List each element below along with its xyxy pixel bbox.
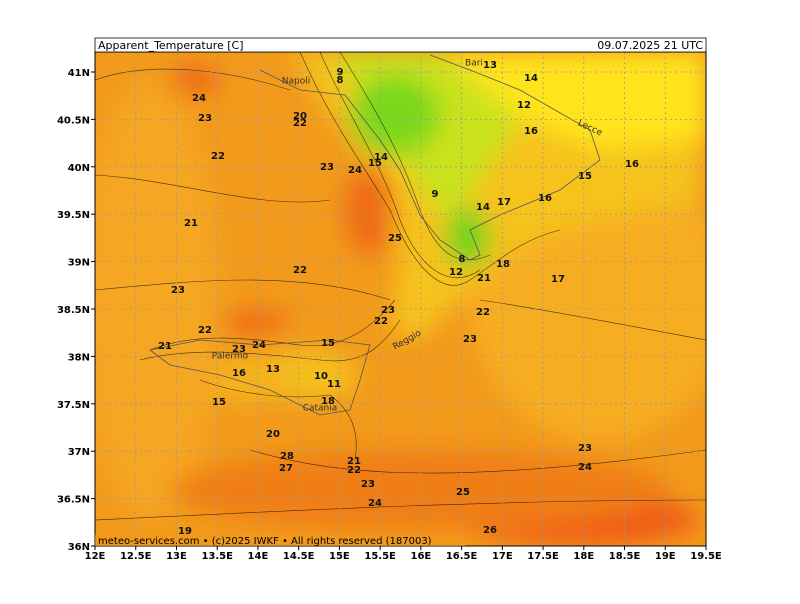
contour-label: 9: [337, 67, 344, 78]
lon-label: 13E: [166, 551, 187, 562]
lat-label: 40.5N: [57, 115, 90, 126]
header-title: Apparent_Temperature [C]: [98, 39, 244, 52]
lon-label: 12.5E: [120, 551, 152, 562]
lon-label: 18.5E: [609, 551, 641, 562]
lat-label: 36N: [68, 542, 90, 553]
contour-label: 19: [178, 526, 192, 537]
lat-label: 38N: [68, 352, 90, 363]
contour-label: 12: [449, 267, 463, 278]
contour-label: 20: [266, 429, 280, 440]
contour-label: 9: [432, 189, 439, 200]
lat-label: 39.5N: [57, 210, 90, 221]
contour-label: 23: [320, 162, 334, 173]
contour-label: 23: [578, 443, 592, 454]
contour-label: 26: [483, 525, 497, 536]
contour-label: 23: [171, 285, 185, 296]
contour-label: 24: [368, 498, 382, 509]
contour-label: 28: [280, 451, 294, 462]
footer-bg: [95, 535, 465, 546]
contour-label: 15: [212, 397, 226, 408]
contour-label: 13: [266, 364, 280, 375]
contour-label: 22: [293, 118, 307, 129]
contour-label: 22: [293, 265, 307, 276]
field: [95, 52, 706, 546]
contour-label: 25: [456, 487, 470, 498]
contour-label: 10: [314, 371, 328, 382]
lon-label: 18E: [573, 551, 594, 562]
lat-label: 38.5N: [57, 305, 90, 316]
lon-label: 14.5E: [283, 551, 315, 562]
contour-label: 13: [483, 60, 497, 71]
contour-label: 14: [374, 152, 388, 163]
contour-label: 17: [551, 274, 565, 285]
contour-label: 22: [476, 307, 490, 318]
contour-label: 11: [327, 379, 341, 390]
contour-label: 25: [388, 233, 402, 244]
lon-label: 16.5E: [446, 551, 478, 562]
lat-label: 37N: [68, 447, 90, 458]
grid: [95, 52, 706, 546]
lon-label: 12E: [85, 551, 106, 562]
contour-label: 23: [463, 334, 477, 345]
contour-label: 21: [184, 218, 198, 229]
city-label: Napoli: [282, 77, 310, 87]
header-box: [94, 37, 707, 53]
contour-label: 17: [497, 197, 511, 208]
lon-label: 19E: [655, 551, 676, 562]
city-label: Palermo: [212, 352, 249, 362]
contour-label: 21: [477, 273, 491, 284]
sicily-coast: [149, 339, 371, 416]
lat-label: 41N: [68, 68, 90, 79]
contour-label: 15: [368, 158, 382, 169]
contour-label: 24: [192, 93, 206, 104]
contour-label: 23: [232, 344, 246, 355]
contour-label: 8: [459, 254, 466, 265]
contour-label: 27: [279, 463, 293, 474]
city-label: Bari: [465, 59, 483, 69]
contour-label: 24: [348, 165, 362, 176]
coastline: [259, 54, 601, 261]
contour-label: 21: [158, 341, 172, 352]
contour-label: 15: [578, 171, 592, 182]
lon-label: 13.5E: [201, 551, 233, 562]
contour-label: 18: [321, 396, 335, 407]
lon-label: 16E: [410, 551, 431, 562]
contour-label: 22: [198, 325, 212, 336]
lon-label: 15E: [329, 551, 350, 562]
contour-label: 22: [374, 316, 388, 327]
contour-label: 8: [337, 75, 344, 86]
contour-label: 23: [381, 305, 395, 316]
lon-label: 17E: [492, 551, 513, 562]
contour-label: 16: [538, 193, 552, 204]
header-datetime: 09.07.2025 21 UTC: [597, 39, 703, 52]
contour-label: 14: [476, 202, 490, 213]
lat-label: 36.5N: [57, 495, 90, 506]
lon-label: 14E: [248, 551, 269, 562]
city-label: Catania: [303, 404, 338, 414]
contour-label: 24: [578, 462, 592, 473]
contour-label: 16: [524, 126, 538, 137]
contour-label: 24: [252, 340, 266, 351]
contour-label: 22: [211, 151, 225, 162]
contour-label: 16: [625, 159, 639, 170]
contour-label: 20: [293, 111, 307, 122]
footer: meteo-services.com • (c)2025 IWKF • All …: [98, 536, 432, 547]
lon-label: 17.5E: [527, 551, 559, 562]
lon-label: 19.5E: [690, 551, 722, 562]
contour-label: 23: [198, 113, 212, 124]
contour-label: 23: [361, 479, 375, 490]
lat-label: 39N: [68, 258, 90, 269]
lat-label: 37.5N: [57, 400, 90, 411]
contour-label: 16: [232, 368, 246, 379]
lon-label: 15.5E: [364, 551, 396, 562]
labels: 12E 12.5E 13E 13.5E 14E 14.5E 15E 15.5E 16E 16.5E…: [57, 59, 722, 563]
contour-label: 14: [524, 73, 538, 84]
contour-label: 15: [321, 338, 335, 349]
lat-label: 40N: [68, 163, 90, 174]
contour-label: 18: [496, 259, 510, 270]
contour-label: 22: [347, 465, 361, 476]
contour-label: 21: [347, 456, 361, 467]
contour-label: 12: [517, 100, 531, 111]
